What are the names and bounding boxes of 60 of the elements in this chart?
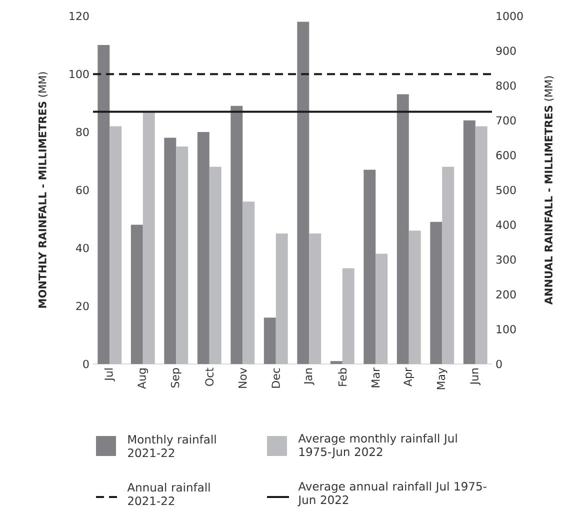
y-tick-label: 120 xyxy=(70,12,89,20)
y2-tick-label: 400 xyxy=(496,220,516,229)
y2-tick-label: 600 xyxy=(496,151,516,160)
bar xyxy=(396,94,409,364)
y2-tick-label: 800 xyxy=(496,81,516,90)
bar xyxy=(297,22,310,364)
bar xyxy=(209,166,222,364)
bar xyxy=(197,132,210,364)
y-tick-label: 80 xyxy=(76,128,89,136)
bar xyxy=(98,44,110,364)
x-tick-label: May xyxy=(436,368,448,390)
x-tick-label: Feb xyxy=(338,368,347,386)
bar xyxy=(330,361,342,364)
bar xyxy=(110,126,122,364)
y2-tick-label: 0 xyxy=(496,360,502,368)
x-tick-label: Jan xyxy=(304,368,314,386)
bar xyxy=(430,222,442,364)
bar xyxy=(142,112,155,364)
legend-label: Average monthly rainfall Jul 1975-Jun 2022 xyxy=(298,434,457,458)
bar xyxy=(264,318,276,364)
bar xyxy=(408,230,421,364)
y2-axis-title: ANNUAL RAINFALL - MILLIMETRES (MM) xyxy=(544,76,554,305)
y2-tick-label: 100 xyxy=(496,325,516,334)
y2-tick-label: 500 xyxy=(496,186,516,194)
x-tick-label: Mar xyxy=(372,368,380,388)
bar xyxy=(442,166,454,364)
bar xyxy=(475,126,488,364)
y2-tick-label: 300 xyxy=(496,255,516,264)
bar xyxy=(364,170,376,364)
bar xyxy=(342,268,354,364)
x-tick-label: Aug xyxy=(138,368,148,389)
legend-label: Monthly rainfall 2021-22 xyxy=(128,434,216,458)
bar xyxy=(276,233,288,364)
y2-tick-label: 200 xyxy=(496,290,516,299)
x-tick-label: Apr xyxy=(404,368,414,386)
bar xyxy=(463,120,476,364)
bar xyxy=(376,254,388,364)
bar xyxy=(230,106,243,364)
legend-label: Average annual rainfall Jul 1975-Jun 2022 xyxy=(298,482,486,506)
y2-tick-label: 1000 xyxy=(496,12,523,20)
y2-tick-label: 900 xyxy=(496,46,516,55)
y-tick-label: 40 xyxy=(76,244,89,252)
legend-label: Annual rainfall 2021-22 xyxy=(127,482,210,506)
x-tick-label: Oct xyxy=(205,368,214,386)
bar xyxy=(309,233,322,364)
y-tick-label: 20 xyxy=(76,302,89,310)
x-tick-label: Jul xyxy=(104,368,115,382)
y2-tick-label: 700 xyxy=(496,116,516,125)
y-tick-label: 60 xyxy=(76,186,89,194)
bar xyxy=(176,146,188,364)
x-tick-label: Jun xyxy=(470,368,480,386)
y-tick-label: 0 xyxy=(83,360,89,368)
bar xyxy=(164,138,176,364)
bar xyxy=(130,224,143,364)
x-tick-label: Nov xyxy=(238,368,247,388)
y-axis-title: MONTHLY RAINFALL - MILLIMETRES (MM) xyxy=(38,72,48,308)
bar xyxy=(242,202,255,364)
x-tick-label: Sep xyxy=(170,368,182,388)
x-tick-label: Dec xyxy=(272,368,280,388)
y-tick-label: 100 xyxy=(70,70,89,78)
